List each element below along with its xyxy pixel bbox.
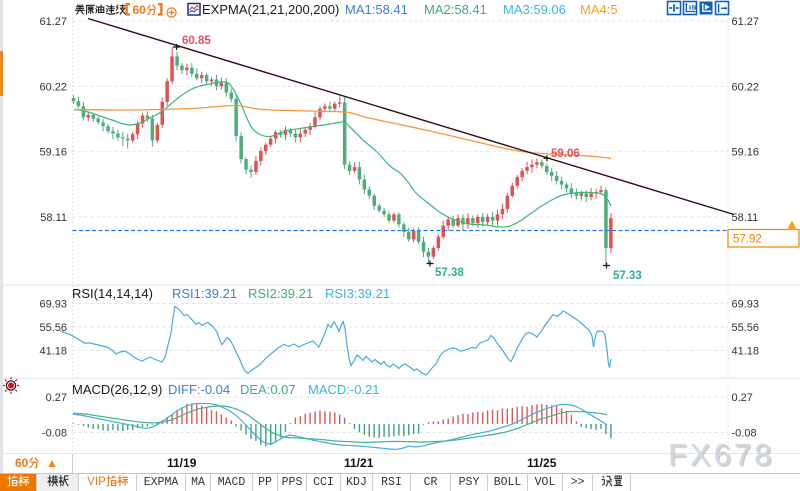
svg-text:MA1:58.41: MA1:58.41: [345, 2, 408, 17]
svg-text:60: 60: [133, 3, 147, 17]
svg-text:60.22: 60.22: [39, 81, 67, 93]
svg-text:DEA:0.07: DEA:0.07: [240, 382, 296, 397]
svg-text:60.85: 60.85: [182, 35, 211, 47]
svg-text:-0.08: -0.08: [42, 428, 67, 440]
svg-text:59.16: 59.16: [732, 147, 760, 159]
svg-text:RSI2:39.21: RSI2:39.21: [248, 286, 313, 301]
svg-text:58.11: 58.11: [732, 212, 759, 224]
svg-text:-0.08: -0.08: [732, 428, 757, 440]
svg-text:57.38: 57.38: [435, 267, 464, 279]
svg-text:59.16: 59.16: [39, 147, 67, 159]
svg-text:EXPMA(21,21,200,200): EXPMA(21,21,200,200): [202, 2, 339, 17]
svg-text:61.27: 61.27: [732, 16, 760, 28]
svg-text:57.33: 57.33: [613, 270, 642, 282]
svg-text:55.56: 55.56: [732, 322, 760, 334]
svg-text:MA4:5: MA4:5: [580, 2, 618, 17]
svg-text:41.18: 41.18: [732, 346, 760, 358]
svg-text:MACD:-0.21: MACD:-0.21: [308, 382, 380, 397]
svg-text:RSI3:39.21: RSI3:39.21: [325, 286, 390, 301]
svg-text:57.92: 57.92: [733, 234, 762, 246]
svg-text:RSI1:39.21: RSI1:39.21: [172, 286, 237, 301]
svg-text:MA2:58.41: MA2:58.41: [424, 2, 487, 17]
svg-text:69.93: 69.93: [39, 299, 67, 311]
svg-text:61.27: 61.27: [39, 16, 67, 28]
svg-text:59.06: 59.06: [551, 148, 580, 160]
svg-text:58.11: 58.11: [40, 212, 67, 224]
svg-text:60.22: 60.22: [732, 81, 760, 93]
svg-text:41.18: 41.18: [39, 346, 67, 358]
svg-text:MACD(26,12,9): MACD(26,12,9): [72, 382, 162, 397]
svg-text:0.27: 0.27: [46, 392, 67, 404]
svg-text:MA3:59.06: MA3:59.06: [503, 2, 566, 17]
svg-text:RSI(14,14,14): RSI(14,14,14): [72, 286, 153, 301]
svg-text:DIFF:-0.04: DIFF:-0.04: [168, 382, 230, 397]
svg-text:69.93: 69.93: [732, 299, 760, 311]
svg-text:0.27: 0.27: [732, 392, 753, 404]
svg-text:55.56: 55.56: [39, 322, 67, 334]
